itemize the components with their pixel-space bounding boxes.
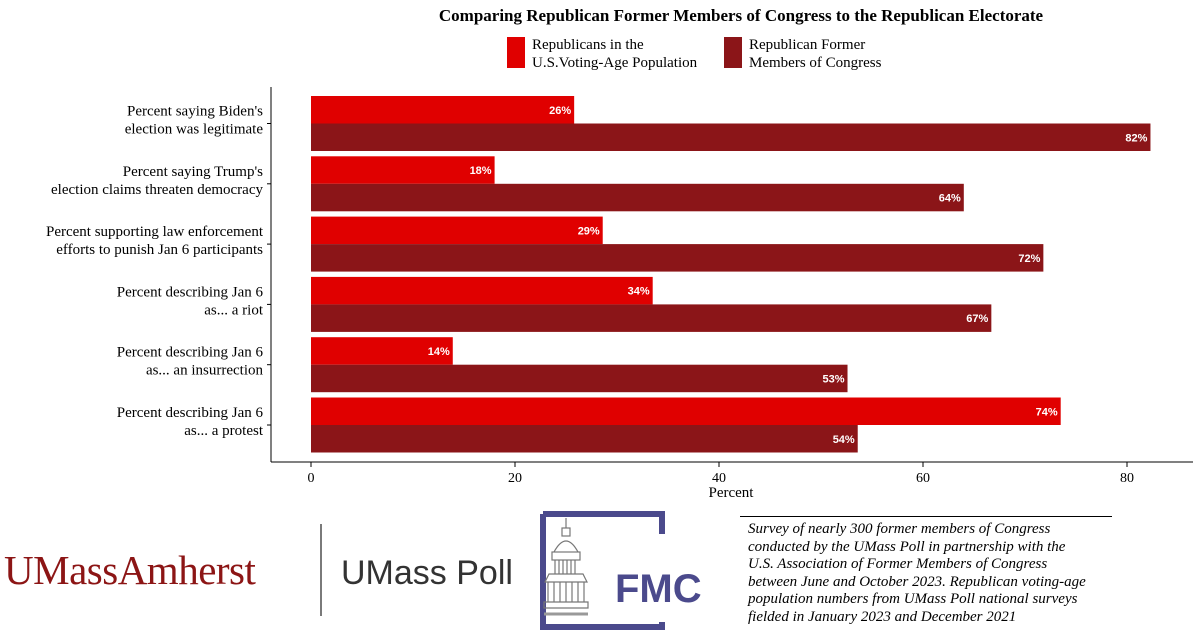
data-label: 14% xyxy=(428,346,450,358)
x-tick-label: 40 xyxy=(712,471,726,486)
x-tick-label: 0 xyxy=(308,471,315,486)
data-label: 54% xyxy=(833,434,855,446)
data-label: 67% xyxy=(966,313,988,325)
footnote-rule xyxy=(740,516,1112,517)
legend: Republicans in the U.S.Voting-Age Populat… xyxy=(507,37,882,71)
data-label: 72% xyxy=(1018,253,1040,265)
data-label: 26% xyxy=(549,105,571,117)
category-label: Percent describing Jan 6 as... a riot xyxy=(117,284,264,318)
legend-label: Republican Former Members of Congress xyxy=(749,37,882,71)
bar-former-members xyxy=(311,183,964,212)
bar-electorate xyxy=(311,337,453,365)
x-axis-title: Percent xyxy=(709,485,755,501)
bar-former-members xyxy=(311,304,992,332)
data-label: 34% xyxy=(628,286,650,298)
data-label: 18% xyxy=(470,165,492,177)
bar-former-members xyxy=(311,244,1044,272)
category-label: Percent describing Jan 6 as... a protest xyxy=(117,405,264,439)
bar-electorate xyxy=(311,397,1061,425)
category-label: Percent saying Biden's election was legit… xyxy=(125,104,264,138)
category-labels: Percent saying Biden's election was legit… xyxy=(46,104,271,439)
bar-electorate xyxy=(311,96,575,124)
x-tick-label: 80 xyxy=(1120,471,1134,486)
umass-amherst-logo: UMassAmherst xyxy=(4,547,256,593)
umass-poll-logo: UMass Poll xyxy=(341,554,513,592)
data-label: 64% xyxy=(939,193,961,205)
legend-label: Republicans in the U.S.Voting-Age Populat… xyxy=(532,37,698,71)
data-label: 74% xyxy=(1036,406,1058,418)
bar-former-members xyxy=(311,425,858,453)
fmc-frame-side xyxy=(540,514,665,630)
category-label: Percent saying Trump's election claims th… xyxy=(51,164,263,198)
x-tick-label: 20 xyxy=(508,471,522,486)
bar-former-members xyxy=(311,364,848,393)
bar-electorate xyxy=(311,156,495,184)
legend-swatch xyxy=(724,37,742,68)
legend-swatch xyxy=(507,37,525,68)
bar-electorate xyxy=(311,276,653,305)
capitol-dome-icon xyxy=(543,518,589,616)
footnote: Survey of nearly 300 former members of C… xyxy=(748,521,1086,625)
fmc-frame-top xyxy=(543,511,665,534)
fmc-wordmark: FMC xyxy=(615,567,702,611)
plot-area: 26% 82% 18% 64% 29% 72% 34% 67% 14% 53% 74% 54% xyxy=(311,96,1151,453)
fmc-logo: FMC xyxy=(540,511,702,630)
axes: 0 20 40 60 80 xyxy=(270,87,1193,486)
bar-electorate xyxy=(311,216,603,245)
category-label: Percent supporting law enforcement effort… xyxy=(46,224,264,258)
x-tick-label: 60 xyxy=(916,471,930,486)
data-label: 29% xyxy=(578,225,600,237)
chart-title: Comparing Republican Former Members of C… xyxy=(439,6,1044,25)
bar-former-members xyxy=(311,123,1151,151)
data-label: 82% xyxy=(1125,132,1147,144)
data-label: 53% xyxy=(822,373,844,385)
category-label: Percent describing Jan 6 as... an insurre… xyxy=(117,345,264,379)
logo-divider xyxy=(320,524,322,616)
